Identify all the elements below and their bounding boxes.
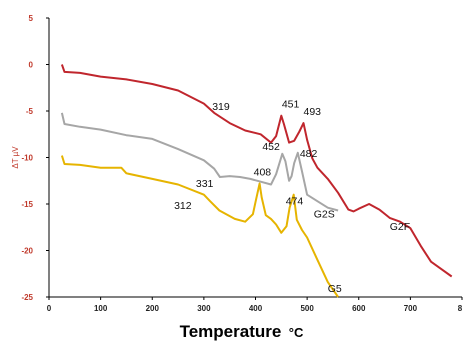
series-layer — [60, 64, 453, 298]
annotation-label: 482 — [300, 148, 318, 160]
y-tick-label: -25 — [21, 293, 33, 302]
annotation-label: 474 — [286, 196, 304, 208]
axes — [48, 18, 462, 298]
x-tick-group: 0 100 200 300 400 500 600 700 8 — [47, 297, 463, 313]
annotation-label: 408 — [254, 167, 272, 179]
series-line-g2s — [60, 112, 339, 212]
x-tick-label: 200 — [146, 304, 160, 313]
y-axis-label: ΔT µV — [11, 146, 20, 169]
y-tick-group: 5 0 -5 -10 -15 -20 -25 — [21, 14, 49, 302]
x-axis-label-unit: °C — [289, 325, 304, 340]
x-axis-label-text: Temperature — [180, 322, 282, 341]
y-tick-label: -15 — [21, 200, 33, 209]
annotation-label: 493 — [304, 106, 322, 118]
annotation-label: 319 — [212, 101, 230, 113]
y-tick-label: -5 — [26, 107, 34, 116]
annotation-label: G2F — [390, 221, 410, 233]
x-tick-label: 500 — [300, 304, 314, 313]
x-tick-label: 300 — [197, 304, 211, 313]
y-tick-label: -20 — [21, 247, 33, 256]
series-line-g2f — [60, 64, 453, 278]
annotation-label: 331 — [196, 178, 214, 190]
annotation-label: G5 — [328, 283, 342, 295]
annotation-label: G2S — [314, 209, 335, 221]
x-tick-label: 100 — [94, 304, 108, 313]
annotation-label: 452 — [262, 141, 280, 153]
x-tick-label: 0 — [47, 304, 52, 313]
series-line-g5 — [60, 155, 339, 298]
annotation-layer: 319 451 493 452 482 331 408 312 474 G2S G2F G5 — [174, 99, 410, 295]
y-tick-label: 5 — [29, 14, 34, 23]
y-tick-label: -10 — [21, 154, 33, 163]
x-tick-label: 600 — [352, 304, 366, 313]
x-tick-label: 8 — [458, 304, 463, 313]
x-axis-label: Temperature °C — [180, 322, 304, 341]
x-tick-label: 700 — [404, 304, 418, 313]
y-tick-label: 0 — [29, 61, 34, 70]
annotation-label: 312 — [174, 200, 192, 212]
annotation-label: 451 — [282, 99, 300, 111]
x-tick-label: 400 — [249, 304, 263, 313]
